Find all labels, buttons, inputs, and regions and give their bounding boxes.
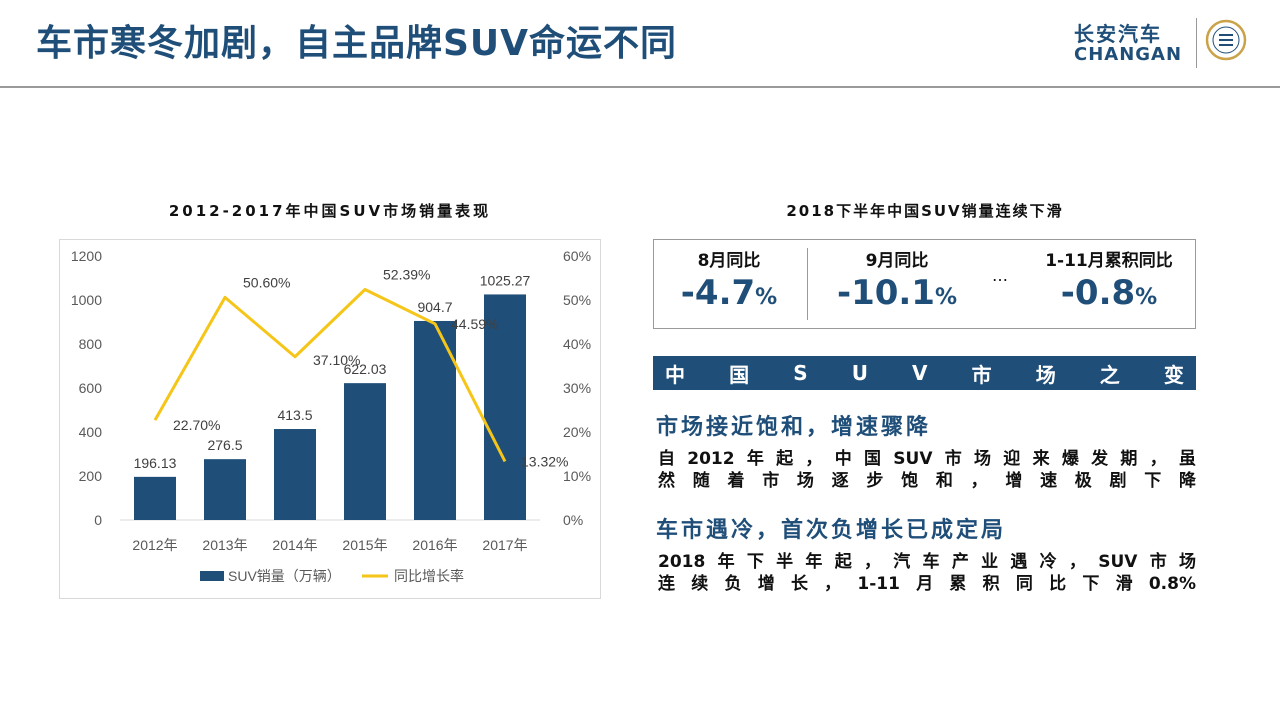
sales-chart: 0 200 400 600 800 1000 1200 0% 10% 20% 30% 40% 50% 60… [71, 248, 591, 584]
stat-label: 9月同比 [865, 251, 929, 271]
y-tick-label: 600 [79, 380, 103, 396]
legend-label: 同比增长率 [394, 568, 464, 584]
stat-value: -4.7% [654, 271, 804, 320]
x-tick-label: 2013年 [202, 537, 247, 553]
stat-unit: % [934, 285, 958, 310]
section-body-line: 自2012年起，中国SUV市场迎来爆发期，虽 [658, 449, 1196, 469]
line-data-label: 13.32% [521, 453, 568, 469]
stat-label: 1-11月累积同比 [1045, 251, 1173, 271]
section-heading-negative-growth: 车市遇冷，首次负增长已成定局 [656, 518, 1007, 543]
section-body-line: 然随着市场逐步饱和，增速极剧下降 [658, 471, 1196, 491]
bar-data-label: 904.7 [417, 299, 452, 315]
stat-september: 9月同比 -10.1% [812, 246, 982, 320]
page-title: 车市寒冬加剧，自主品牌SUV命运不同 [36, 23, 678, 64]
y-tick-label: 400 [79, 424, 103, 440]
stat-label: 8月同比 [697, 251, 761, 271]
stat-number: -10.1 [836, 273, 935, 313]
stat-cumulative: 1-11月累积同比 -0.8% [1024, 246, 1194, 320]
y2-tick-label: 30% [563, 380, 591, 396]
growth-line [153, 287, 507, 463]
bar [204, 459, 246, 520]
line-data-label: 52.39% [383, 266, 430, 282]
chart-container: 0 200 400 600 800 1000 1200 0% 10% 20% 30% 40% 50% 60… [59, 239, 601, 599]
stat-ellipsis: … [992, 266, 1008, 285]
stat-unit: % [1135, 285, 1158, 310]
y-tick-label: 200 [79, 468, 103, 484]
x-tick-label: 2015年 [342, 537, 387, 553]
banner-char: 变 [1163, 362, 1184, 387]
bar [274, 429, 316, 520]
x-tick-label: 2012年 [132, 537, 177, 553]
y2-tick-label: 0% [563, 512, 583, 528]
logo-chinese-text: 长安汽车 [1074, 22, 1162, 46]
stat-august: 8月同比 -4.7% [654, 246, 804, 320]
y2-tick-label: 10% [563, 468, 591, 484]
bar [484, 294, 526, 520]
bar-data-label: 1025.27 [480, 272, 531, 288]
logo-divider [1196, 18, 1197, 68]
brand-badge-icon [1205, 19, 1247, 61]
bar-data-label: 622.03 [344, 361, 387, 377]
banner-char: 场 [1035, 362, 1056, 387]
stat-number: -4.7 [680, 273, 756, 313]
banner-char: 中 [665, 362, 685, 387]
legend-label: SUV销量（万辆） [228, 568, 341, 584]
bar-data-label: 413.5 [277, 407, 312, 423]
bar [134, 476, 176, 520]
y2-tick-label: 60% [563, 248, 591, 264]
section-body-line: 连续负增长，1-11月累积同比下滑0.8% [658, 574, 1196, 594]
section-heading-saturation: 市场接近饱和，增速骤降 [656, 415, 932, 440]
line-data-label: 50.60% [243, 274, 290, 290]
banner-char: U [851, 361, 868, 385]
section-body-line: 2018年下半年起，汽车产业遇冷，SUV市场 [658, 552, 1196, 572]
y-tick-label: 1200 [71, 248, 102, 264]
x-tick-label: 2016年 [412, 537, 457, 553]
logo-english-text: CHANGAN [1074, 44, 1183, 65]
x-tick-label: 2014年 [272, 537, 317, 553]
title-bar: 车市寒冬加剧，自主品牌SUV命运不同 长安汽车 CHANGAN [0, 0, 1280, 88]
legend-swatch-bar [200, 571, 224, 581]
y-tick-label: 0 [94, 512, 102, 528]
stat-value: -10.1% [812, 271, 982, 320]
stat-value: -0.8% [1024, 271, 1194, 320]
right-panel-title: 2018下半年中国SUV销量连续下滑 [786, 202, 1064, 220]
x-tick-label: 2017年 [482, 537, 527, 553]
banner-char: 之 [1099, 362, 1120, 387]
y-tick-label: 1000 [71, 292, 102, 308]
chart-title: 2012-2017年中国SUV市场销量表现 [168, 202, 492, 220]
stat-number: -0.8 [1060, 273, 1136, 313]
line-data-label: 37.10% [313, 352, 360, 368]
y-tick-label: 800 [79, 336, 103, 352]
y2-tick-label: 20% [563, 424, 591, 440]
bar-data-label: 276.5 [207, 437, 242, 453]
line-data-label: 44.59% [451, 316, 498, 332]
changan-logo: 长安汽车 CHANGAN [1074, 18, 1252, 70]
y2-tick-label: 40% [563, 336, 591, 352]
banner-char: 市 [971, 362, 992, 387]
banner-char: S [793, 361, 808, 385]
stats-box: 8月同比 -4.7% 9月同比 -10.1% … 1-11月累积同比 -0.8% [653, 239, 1196, 329]
stat-divider [807, 248, 808, 320]
stat-unit: % [755, 285, 778, 310]
banner-char: 国 [729, 362, 750, 387]
y2-tick-label: 50% [563, 292, 591, 308]
line-data-label: 22.70% [173, 417, 220, 433]
bar [344, 383, 386, 520]
banner-char: V [912, 361, 928, 385]
section-banner: 中 国 S U V 市 场 之 变 [653, 356, 1196, 390]
bar-data-label: 196.13 [134, 455, 177, 471]
